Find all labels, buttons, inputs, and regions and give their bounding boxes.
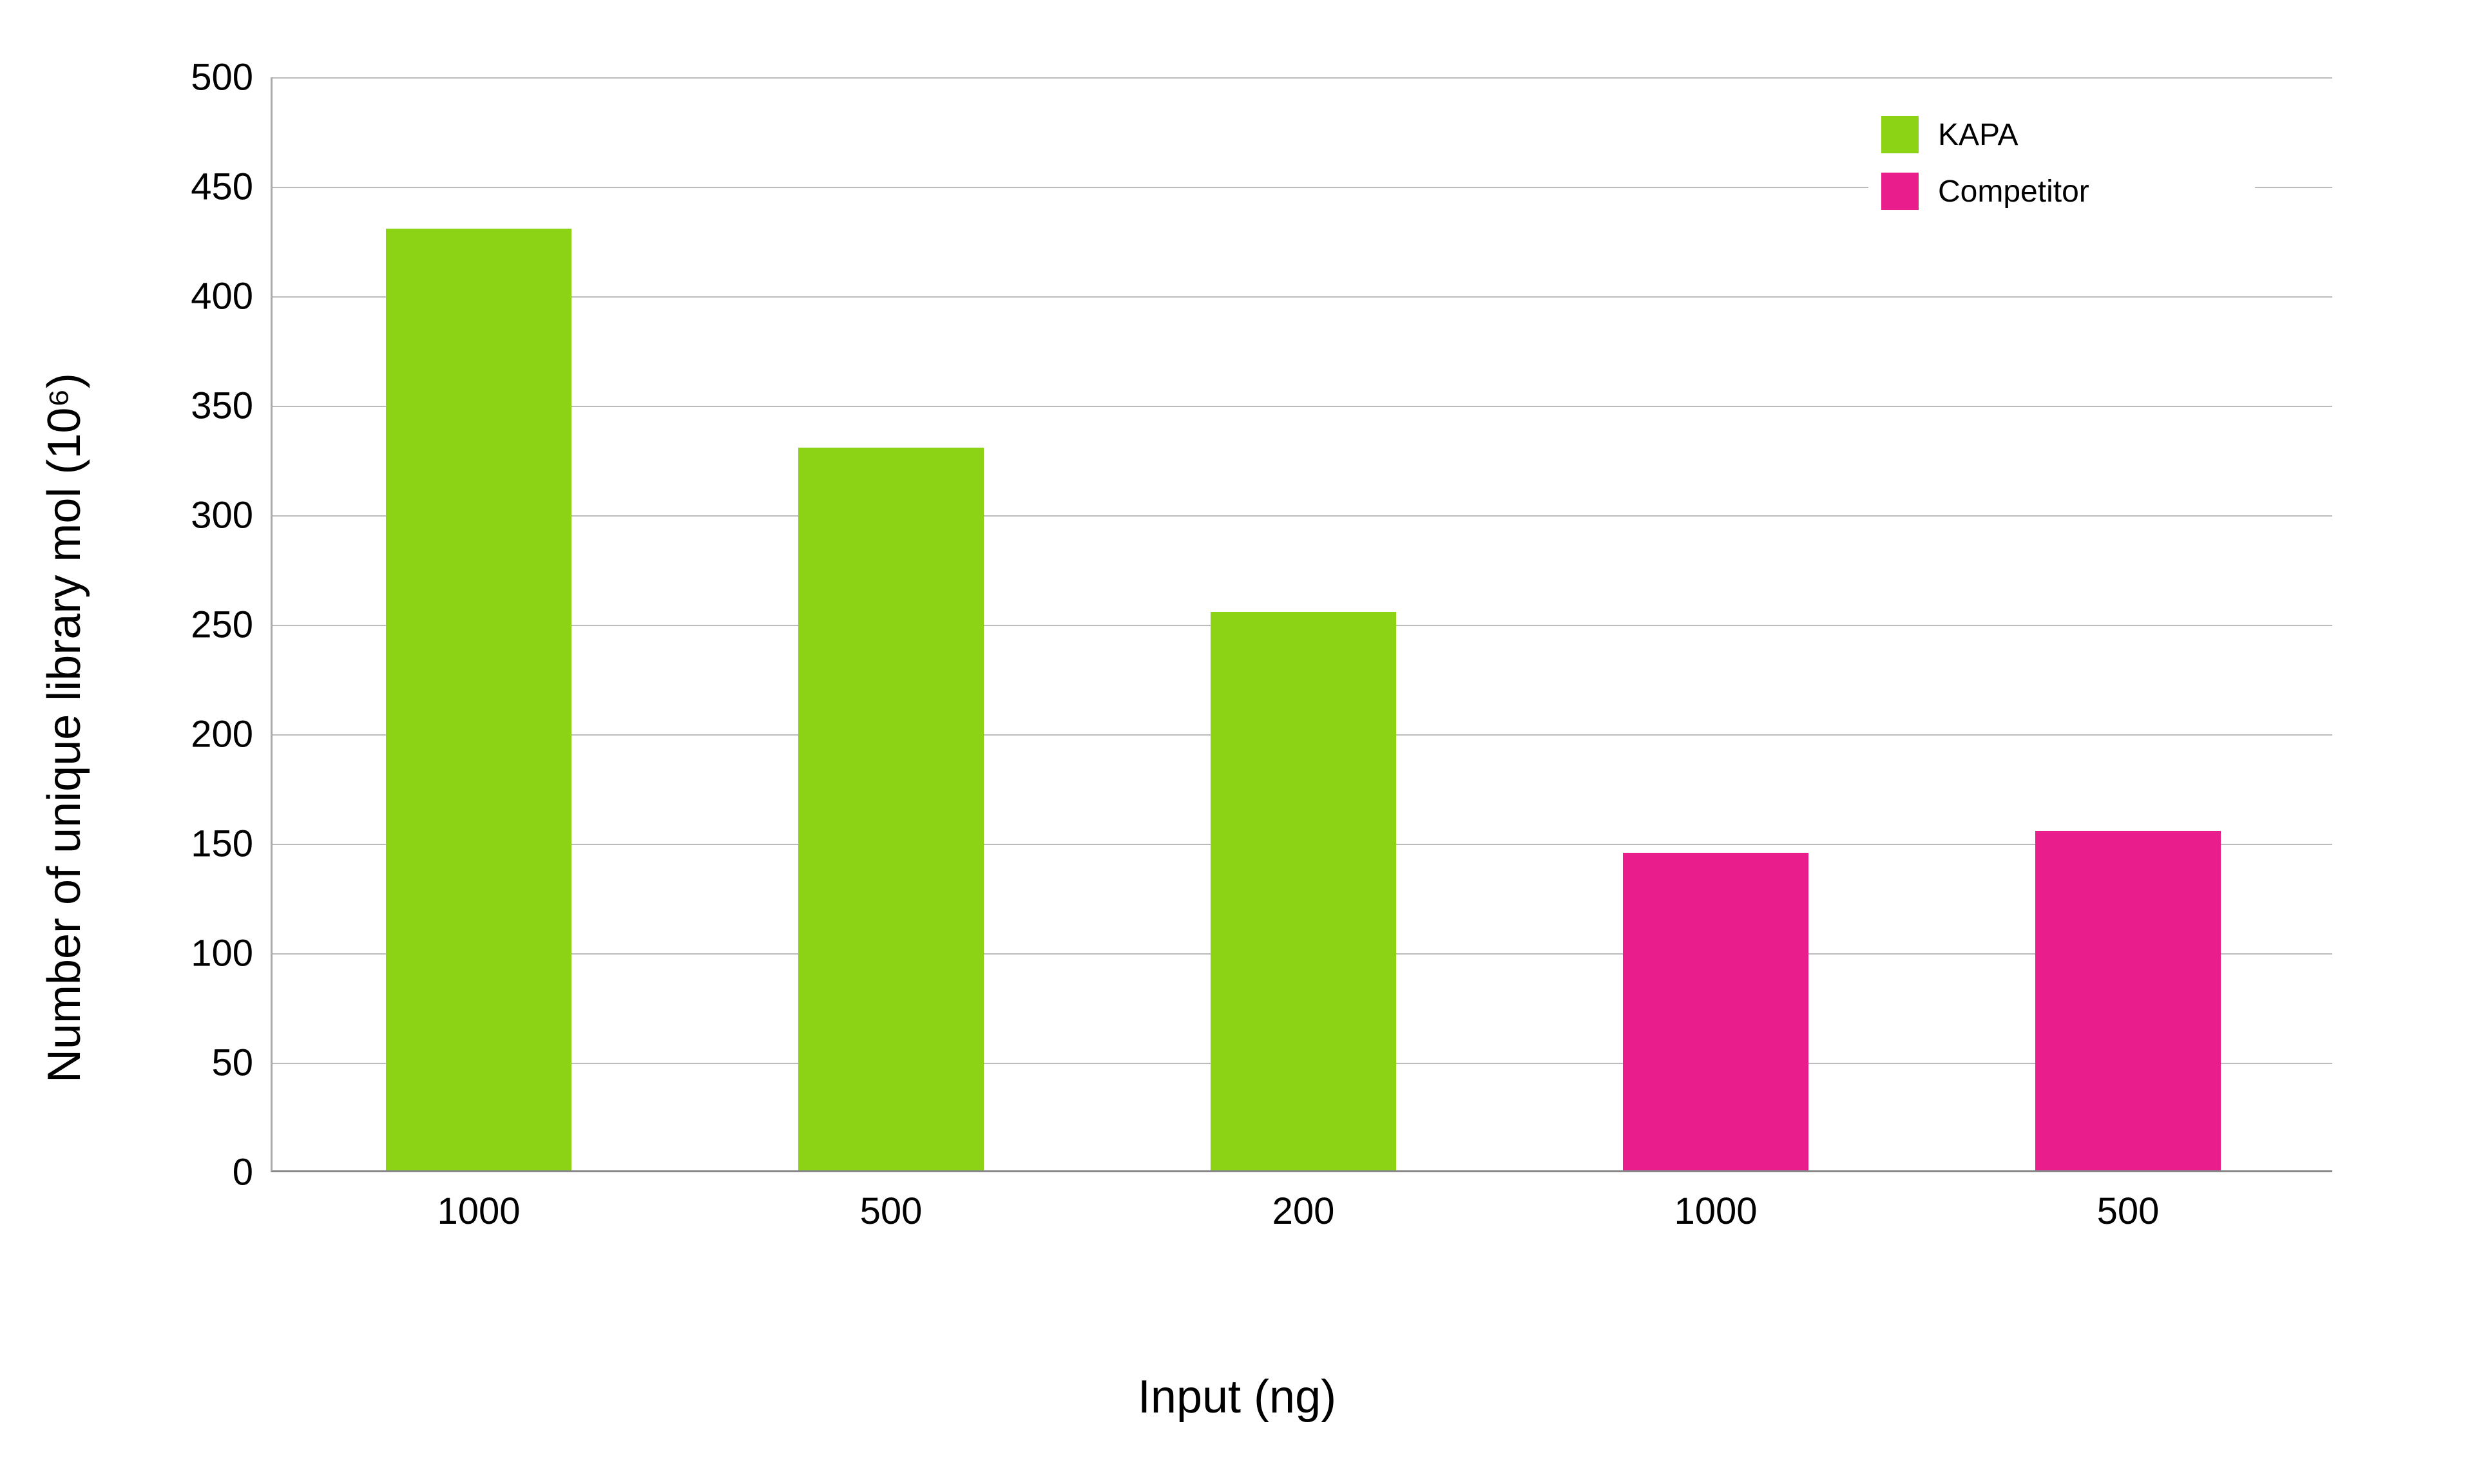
chart-container: Number of unique library mol (10⁶) KAPA … — [77, 52, 2397, 1404]
y-tick-label: 250 — [191, 604, 253, 647]
y-axis-label: Number of unique library mol (10⁶) — [38, 373, 91, 1083]
y-tick-label: 0 — [233, 1151, 253, 1194]
x-axis-label: Input (ng) — [1138, 1371, 1336, 1423]
y-tick-label: 400 — [191, 275, 253, 318]
legend-label-competitor: Competitor — [1938, 174, 2089, 209]
gridline — [273, 406, 2332, 407]
legend-item-kapa: KAPA — [1881, 116, 2242, 153]
gridline — [273, 515, 2332, 517]
y-tick-label: 50 — [211, 1042, 253, 1085]
bar-competitor-500 — [2035, 831, 2221, 1170]
x-tick-label: 1000 — [437, 1190, 520, 1233]
legend-swatch-kapa — [1881, 116, 1919, 153]
x-tick-label: 1000 — [1674, 1190, 1757, 1233]
y-tick-label: 350 — [191, 385, 253, 428]
gridline — [273, 296, 2332, 298]
bar-kapa-500 — [798, 448, 984, 1170]
plot-area: KAPA Competitor 050100150200250300350400… — [271, 77, 2332, 1172]
bar-competitor-1000 — [1623, 853, 1808, 1170]
legend: KAPA Competitor — [1881, 116, 2242, 229]
y-tick-label: 150 — [191, 823, 253, 866]
gridline — [273, 77, 2332, 79]
x-tick-label: 500 — [860, 1190, 923, 1233]
x-tick-label: 200 — [1272, 1190, 1335, 1233]
legend-label-kapa: KAPA — [1938, 117, 2019, 153]
y-tick-label: 450 — [191, 166, 253, 209]
y-tick-label: 200 — [191, 713, 253, 756]
legend-swatch-competitor — [1881, 173, 1919, 210]
x-tick-label: 500 — [2097, 1190, 2160, 1233]
legend-item-competitor: Competitor — [1881, 173, 2242, 210]
y-tick-label: 100 — [191, 932, 253, 975]
bar-kapa-1000 — [386, 229, 571, 1170]
y-tick-label: 500 — [191, 56, 253, 99]
bar-kapa-200 — [1211, 612, 1396, 1170]
y-tick-label: 300 — [191, 494, 253, 537]
